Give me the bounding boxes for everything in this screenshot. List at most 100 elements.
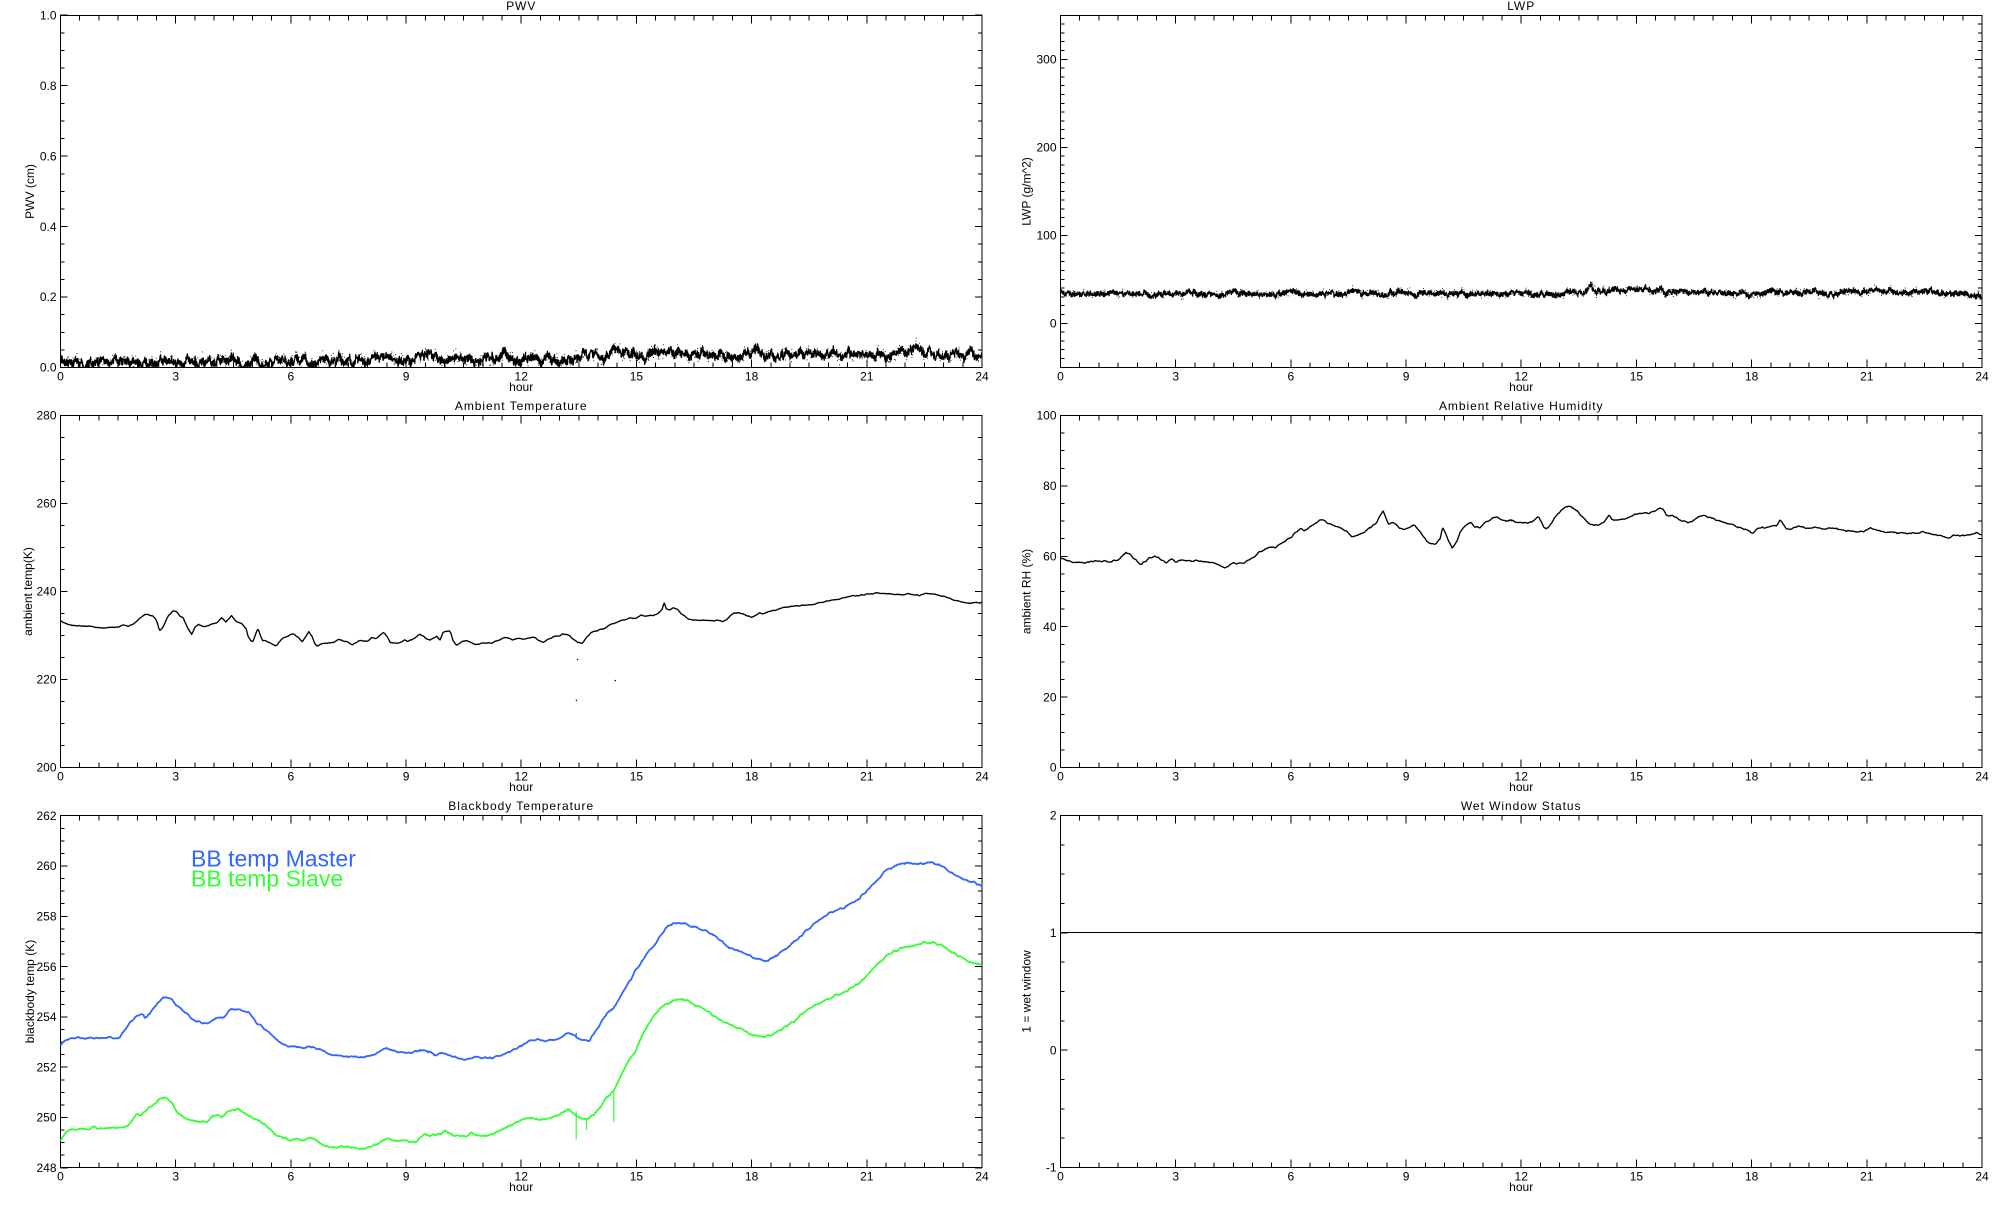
svg-text:9: 9 bbox=[403, 770, 410, 784]
svg-text:21: 21 bbox=[1860, 370, 1874, 384]
svg-text:200: 200 bbox=[1036, 141, 1056, 155]
svg-text:hour: hour bbox=[509, 780, 533, 794]
svg-text:3: 3 bbox=[1172, 1170, 1179, 1184]
svg-text:0: 0 bbox=[57, 770, 64, 784]
svg-text:21: 21 bbox=[860, 1170, 874, 1184]
svg-text:12: 12 bbox=[515, 770, 529, 784]
svg-text:0: 0 bbox=[1050, 1043, 1057, 1057]
svg-text:15: 15 bbox=[1630, 770, 1644, 784]
svg-text:260: 260 bbox=[36, 497, 56, 511]
svg-text:12: 12 bbox=[1515, 770, 1529, 784]
svg-text:15: 15 bbox=[630, 1170, 644, 1184]
svg-text:9: 9 bbox=[403, 1170, 410, 1184]
svg-text:0: 0 bbox=[57, 370, 64, 384]
svg-text:hour: hour bbox=[509, 1180, 533, 1194]
svg-text:15: 15 bbox=[630, 370, 644, 384]
svg-text:20: 20 bbox=[1043, 690, 1057, 704]
svg-text:21: 21 bbox=[1860, 770, 1874, 784]
svg-text:248: 248 bbox=[36, 1161, 56, 1175]
svg-text:0: 0 bbox=[57, 1170, 64, 1184]
svg-text:9: 9 bbox=[1403, 370, 1410, 384]
svg-text:1 = wet window: 1 = wet window bbox=[1020, 950, 1034, 1033]
svg-text:0.6: 0.6 bbox=[40, 149, 57, 163]
svg-text:18: 18 bbox=[745, 770, 759, 784]
svg-text:24: 24 bbox=[975, 1170, 989, 1184]
svg-text:6: 6 bbox=[1288, 1170, 1295, 1184]
svg-text:40: 40 bbox=[1043, 620, 1057, 634]
svg-text:0: 0 bbox=[1057, 770, 1064, 784]
svg-text:12: 12 bbox=[1515, 1170, 1529, 1184]
svg-text:hour: hour bbox=[1509, 380, 1533, 394]
svg-text:24: 24 bbox=[1975, 770, 1989, 784]
svg-text:24: 24 bbox=[975, 370, 989, 384]
svg-text:2: 2 bbox=[1050, 809, 1057, 823]
svg-text:9: 9 bbox=[1403, 770, 1410, 784]
svg-text:Ambient Temperature: Ambient Temperature bbox=[455, 399, 588, 413]
svg-text:260: 260 bbox=[36, 859, 56, 873]
svg-text:200: 200 bbox=[36, 761, 56, 775]
svg-text:3: 3 bbox=[172, 770, 179, 784]
svg-text:3: 3 bbox=[172, 370, 179, 384]
svg-text:3: 3 bbox=[172, 1170, 179, 1184]
svg-text:3: 3 bbox=[1172, 370, 1179, 384]
svg-text:80: 80 bbox=[1043, 479, 1057, 493]
svg-text:LWP (g/m^2): LWP (g/m^2) bbox=[1020, 157, 1034, 226]
svg-text:ambient RH (%): ambient RH (%) bbox=[1020, 549, 1034, 634]
svg-text:15: 15 bbox=[630, 770, 644, 784]
svg-text:PWV: PWV bbox=[506, 0, 536, 13]
svg-text:0.4: 0.4 bbox=[40, 220, 57, 234]
svg-text:0.2: 0.2 bbox=[40, 290, 57, 304]
svg-text:PWV (cm): PWV (cm) bbox=[23, 164, 37, 219]
svg-text:0: 0 bbox=[1057, 370, 1064, 384]
svg-text:9: 9 bbox=[403, 370, 410, 384]
svg-text:0: 0 bbox=[1057, 1170, 1064, 1184]
svg-text:BB temp Slave: BB temp Slave bbox=[191, 865, 343, 891]
svg-text:100: 100 bbox=[1036, 229, 1056, 243]
svg-text:6: 6 bbox=[1288, 770, 1295, 784]
svg-text:Ambient Relative Humidity: Ambient Relative Humidity bbox=[1439, 399, 1603, 413]
svg-text:12: 12 bbox=[515, 1170, 529, 1184]
svg-text:Blackbody Temperature: Blackbody Temperature bbox=[448, 799, 594, 813]
svg-text:6: 6 bbox=[288, 370, 295, 384]
svg-text:18: 18 bbox=[1745, 1170, 1759, 1184]
svg-text:ambient temp(K): ambient temp(K) bbox=[21, 547, 35, 636]
svg-text:60: 60 bbox=[1043, 550, 1057, 564]
svg-text:250: 250 bbox=[36, 1111, 56, 1125]
svg-text:-1: -1 bbox=[1046, 1161, 1057, 1175]
svg-text:9: 9 bbox=[1403, 1170, 1410, 1184]
svg-text:240: 240 bbox=[36, 585, 56, 599]
svg-text:18: 18 bbox=[1745, 770, 1759, 784]
svg-text:18: 18 bbox=[745, 1170, 759, 1184]
svg-text:hour: hour bbox=[1509, 780, 1533, 794]
svg-text:12: 12 bbox=[515, 370, 529, 384]
svg-text:1: 1 bbox=[1050, 926, 1057, 940]
svg-text:6: 6 bbox=[288, 770, 295, 784]
svg-text:100: 100 bbox=[1036, 409, 1056, 423]
svg-text:18: 18 bbox=[745, 370, 759, 384]
svg-text:12: 12 bbox=[1515, 370, 1529, 384]
svg-text:21: 21 bbox=[860, 370, 874, 384]
svg-text:15: 15 bbox=[1630, 1170, 1644, 1184]
svg-text:24: 24 bbox=[1975, 1170, 1989, 1184]
svg-text:220: 220 bbox=[36, 673, 56, 687]
svg-text:0.8: 0.8 bbox=[40, 79, 57, 93]
svg-text:6: 6 bbox=[288, 1170, 295, 1184]
svg-text:280: 280 bbox=[36, 409, 56, 423]
svg-text:0: 0 bbox=[1050, 761, 1057, 775]
svg-text:24: 24 bbox=[975, 770, 989, 784]
svg-text:hour: hour bbox=[1509, 1180, 1533, 1194]
svg-text:18: 18 bbox=[1745, 370, 1759, 384]
svg-text:252: 252 bbox=[36, 1060, 56, 1074]
svg-text:15: 15 bbox=[1630, 370, 1644, 384]
svg-text:0.0: 0.0 bbox=[40, 361, 57, 375]
svg-text:300: 300 bbox=[1036, 53, 1056, 67]
svg-text:258: 258 bbox=[36, 910, 56, 924]
svg-text:blackbody temp (K): blackbody temp (K) bbox=[23, 940, 37, 1043]
svg-text:hour: hour bbox=[509, 380, 533, 394]
svg-text:24: 24 bbox=[1975, 370, 1989, 384]
svg-text:LWP: LWP bbox=[1507, 0, 1535, 13]
svg-text:3: 3 bbox=[1172, 770, 1179, 784]
svg-text:21: 21 bbox=[1860, 1170, 1874, 1184]
svg-text:262: 262 bbox=[36, 809, 56, 823]
svg-text:Wet Window Status: Wet Window Status bbox=[1461, 799, 1582, 813]
